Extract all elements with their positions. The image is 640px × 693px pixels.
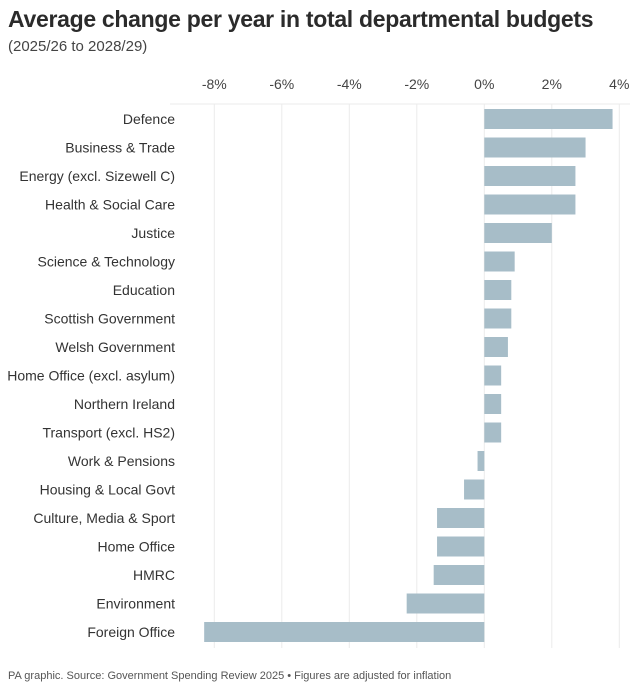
bar [437,508,485,528]
category-label: Justice [131,225,175,241]
bar [433,565,485,585]
x-tick-label: 0% [474,76,494,92]
category-label: Foreign Office [87,624,175,640]
x-tick-label: -4% [337,76,362,92]
x-tick-label: 2% [542,76,562,92]
bar [437,536,485,557]
bar [484,365,502,386]
category-label: Business & Trade [65,140,175,156]
category-label: Health & Social Care [45,197,175,213]
category-label: Defence [123,111,175,127]
category-label: Transport (excl. HS2) [42,425,175,441]
bar [484,422,502,443]
bar [484,251,515,272]
bar [204,622,485,642]
bar [464,479,485,500]
bar [477,451,485,471]
category-label: Housing & Local Govt [40,482,176,498]
bar [484,394,502,414]
bar [484,109,613,129]
category-label: Energy (excl. Sizewell C) [19,168,175,184]
category-label: Culture, Media & Sport [33,510,175,526]
chart-subtitle: (2025/26 to 2028/29) [8,38,148,55]
category-label: Scottish Government [44,311,175,327]
category-label: Northern Ireland [74,396,175,412]
bar [484,308,512,329]
bar [484,137,586,158]
category-label: Home Office [97,539,175,555]
category-label: Environment [96,596,175,612]
bar [484,223,552,243]
category-label: Home Office (excl. asylum) [7,368,175,384]
bar [484,194,576,215]
category-label: Work & Pensions [68,453,175,469]
bar [406,593,485,614]
x-tick-label: -2% [404,76,429,92]
bar [484,166,576,186]
x-tick-label: -6% [269,76,294,92]
chart-title: Average change per year in total departm… [8,6,594,32]
category-label: Education [113,282,175,298]
category-label: HMRC [133,567,175,583]
category-label: Welsh Government [55,339,175,355]
category-label: Science & Technology [38,254,176,270]
x-tick-label: -8% [202,76,227,92]
bar [484,280,512,300]
x-tick-label: 4% [609,76,629,92]
source-footer: PA graphic. Source: Government Spending … [8,670,452,682]
bar [484,337,508,357]
